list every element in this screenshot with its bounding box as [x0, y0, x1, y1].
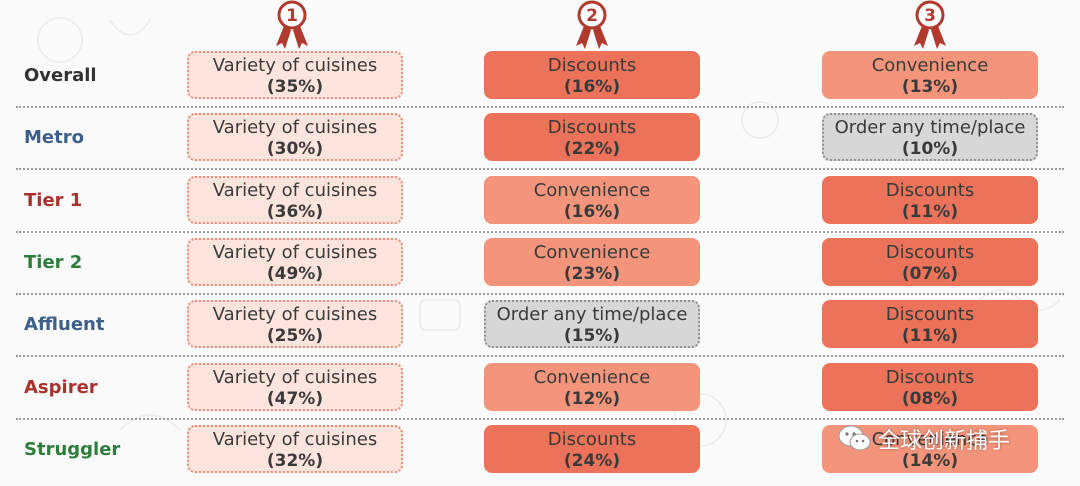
reason-name: Discounts — [547, 428, 637, 450]
rank-2-cell: Convenience (16%) — [484, 175, 700, 224]
rank-1-cell: Variety of cuisines (32%) — [187, 424, 403, 473]
rank-2-cell: Convenience (12%) — [484, 362, 700, 411]
rank-1-cell: Variety of cuisines (49%) — [187, 237, 403, 286]
reason-name: Discounts — [547, 55, 637, 76]
reason-name: Convenience — [533, 366, 651, 388]
row-separator — [16, 106, 1064, 108]
rank-2-cell: Convenience (23%) — [484, 237, 700, 286]
row-separator — [16, 168, 1064, 171]
reason-percent: (30%) — [266, 139, 324, 160]
reason-name: Discounts — [885, 179, 975, 201]
rank-badge-1: 1 — [276, 0, 308, 49]
row-separator — [16, 292, 1064, 295]
rank-2-cell: Order any time/place (15%) — [484, 300, 700, 349]
segment-label: Tier 1 — [24, 189, 83, 211]
reason-name: Variety of cuisines — [212, 428, 378, 450]
reason-percent: (14%) — [901, 450, 959, 471]
watermark-text: 全球创新捕手 — [878, 429, 1011, 454]
rank-1-cell: Variety of cuisines (35%) — [187, 51, 403, 99]
rank-2-cell: Discounts (22%) — [484, 113, 700, 162]
segment-label: Metro — [24, 127, 84, 149]
wechat-icon — [838, 425, 871, 451]
row-separator — [16, 355, 1064, 358]
reason-percent: (07%) — [901, 263, 959, 284]
rank-badge-2: 2 — [576, 0, 608, 49]
reason-name: Convenience — [533, 179, 651, 201]
rank-3-cell: Convenience (13%) — [822, 51, 1038, 99]
reason-percent: (24%) — [563, 450, 621, 471]
rank-3-cell: Convenience (14%) — [822, 424, 1038, 473]
rank-3-cell: Discounts (11%) — [822, 175, 1038, 224]
segment-label: Aspirer — [24, 376, 98, 398]
row-separator — [16, 230, 1064, 233]
reason-name: Variety of cuisines — [212, 241, 378, 263]
reason-name: Order any time/place — [834, 117, 1026, 139]
reason-name: Convenience — [871, 428, 989, 450]
reason-name: Discounts — [547, 117, 637, 139]
reason-percent: (16%) — [563, 201, 621, 222]
segment-label: Overall — [24, 65, 97, 86]
reason-name: Variety of cuisines — [212, 179, 378, 201]
segment-label: Affluent — [24, 314, 105, 336]
reason-name: Variety of cuisines — [212, 304, 378, 326]
rank-1-cell: Variety of cuisines (30%) — [187, 113, 403, 162]
reason-percent: (15%) — [563, 326, 621, 347]
reason-name: Discounts — [885, 304, 975, 326]
reason-name: Variety of cuisines — [212, 366, 378, 388]
rank-number: 2 — [586, 6, 598, 26]
rank-2-cell: Discounts (24%) — [484, 424, 700, 473]
reason-name: Convenience — [871, 55, 989, 76]
reason-name: Variety of cuisines — [212, 117, 378, 139]
reason-name: Discounts — [885, 241, 975, 263]
reason-percent: (11%) — [901, 201, 959, 222]
reason-percent: (25%) — [266, 326, 324, 347]
reason-name: Discounts — [885, 366, 975, 388]
reason-percent: (13%) — [901, 77, 959, 97]
reason-percent: (16%) — [563, 77, 621, 97]
rank-3-cell: Discounts (08%) — [822, 362, 1038, 411]
rank-1-cell: Variety of cuisines (47%) — [187, 362, 403, 411]
rank-1-cell: Variety of cuisines (36%) — [187, 175, 403, 224]
rank-number: 3 — [924, 6, 936, 26]
reason-percent: (12%) — [563, 388, 621, 409]
reason-name: Order any time/place — [496, 304, 688, 326]
reason-percent: (32%) — [266, 450, 324, 471]
reason-name: Variety of cuisines — [212, 55, 378, 76]
reason-percent: (23%) — [563, 263, 621, 284]
reason-percent: (08%) — [901, 388, 959, 409]
watermark: 全球创新捕手 — [838, 424, 1010, 454]
rank-3-cell: Discounts (11%) — [822, 300, 1038, 349]
segment-label: Tier 2 — [24, 251, 83, 273]
rank-1-cell: Variety of cuisines (25%) — [187, 300, 403, 349]
rank-number: 1 — [286, 6, 298, 26]
reason-percent: (47%) — [266, 388, 324, 409]
reason-percent: (10%) — [901, 139, 959, 160]
segment-label: Struggler — [24, 438, 121, 460]
row-separator — [16, 417, 1064, 420]
rank-badge-3: 3 — [914, 0, 946, 49]
rank-3-cell: Order any time/place (10%) — [822, 113, 1038, 162]
rank-2-cell: Discounts (16%) — [484, 51, 700, 99]
rank-3-cell: Discounts (07%) — [822, 237, 1038, 286]
reason-percent: (11%) — [901, 326, 959, 347]
reason-percent: (22%) — [563, 139, 621, 160]
reason-percent: (36%) — [266, 201, 324, 222]
reason-percent: (49%) — [266, 263, 324, 284]
reason-percent: (35%) — [266, 77, 324, 97]
reason-name: Convenience — [533, 241, 651, 263]
